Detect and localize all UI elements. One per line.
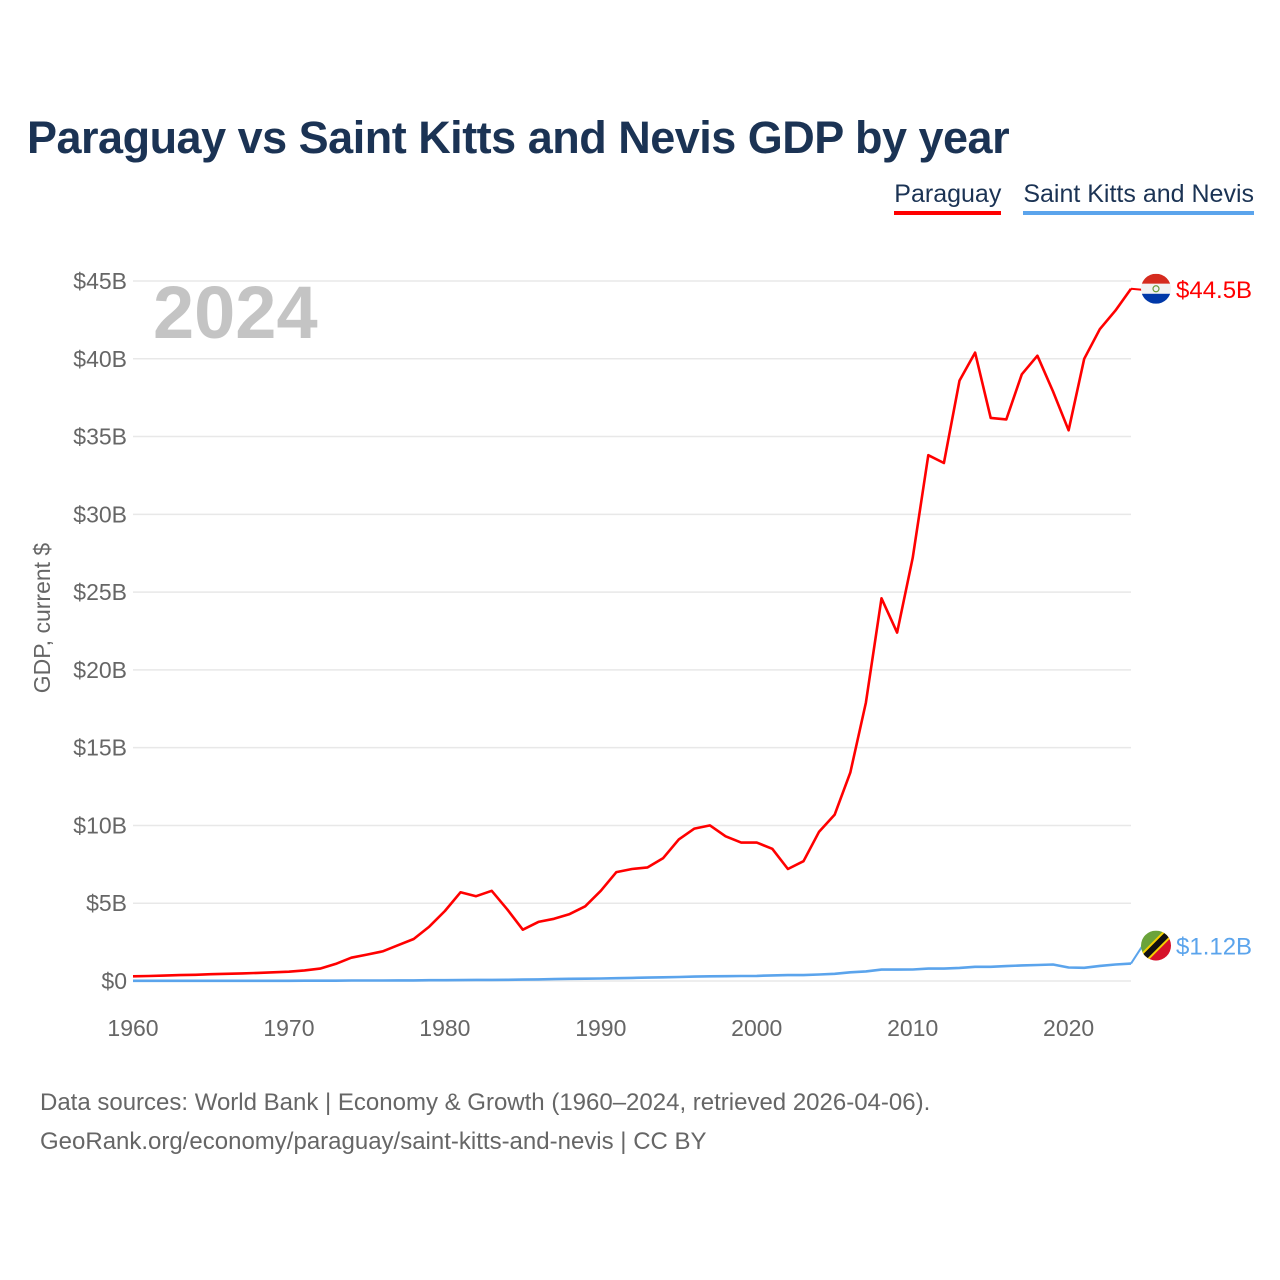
x-tick-label: 1990 [575,1015,626,1041]
x-tick-label: 2000 [731,1015,782,1041]
x-tick-label: 2020 [1043,1015,1094,1041]
paraguay-flag-icon [1141,283,1171,294]
x-tick-label: 1970 [263,1015,314,1041]
x-tick-label: 2010 [887,1015,938,1041]
saint-kitts-flag-icon [1141,930,1171,961]
source-note: Data sources: World Bank | Economy & Gro… [40,1083,930,1161]
end-value-label: $44.5B [1176,277,1252,304]
paraguay-flag-icon [1141,273,1171,284]
end-value-label: $1.12B [1176,934,1252,961]
legend: Paraguay Saint Kitts and Nevis [894,180,1254,215]
y-tick-label: $35B [73,424,127,450]
legend-item-saint-kitts-and-nevis[interactable]: Saint Kitts and Nevis [1023,180,1254,215]
x-tick-label: 1960 [107,1015,158,1041]
y-axis-label: GDP, current $ [29,543,55,694]
y-tick-label: $25B [73,579,127,605]
source-line-1: Data sources: World Bank | Economy & Gro… [40,1089,931,1116]
end-connector [1130,946,1143,965]
y-tick-label: $0 [101,968,127,994]
x-tick-label: 1980 [419,1015,470,1041]
year-watermark: 2024 [153,271,318,354]
paraguay-flag-emblem-icon [1152,285,1160,293]
paraguay-flag-icon [1141,293,1171,304]
series-line-paraguay [132,288,1133,978]
legend-item-paraguay[interactable]: Paraguay [894,180,1002,215]
source-line-2[interactable]: GeoRank.org/economy/paraguay/saint-kitts… [40,1128,707,1155]
y-tick-label: $15B [73,735,127,761]
y-tick-label: $5B [86,890,127,916]
series-line-saint-kitts-and-nevis [133,962,1132,983]
y-tick-label: $40B [73,346,127,372]
y-tick-label: $30B [73,501,127,527]
y-tick-label: $10B [73,812,127,838]
chart-title: Paraguay vs Saint Kitts and Nevis GDP by… [27,112,1010,163]
y-tick-label: $20B [73,657,127,683]
end-connector [1130,287,1143,291]
y-tick-label: $45B [73,268,127,294]
